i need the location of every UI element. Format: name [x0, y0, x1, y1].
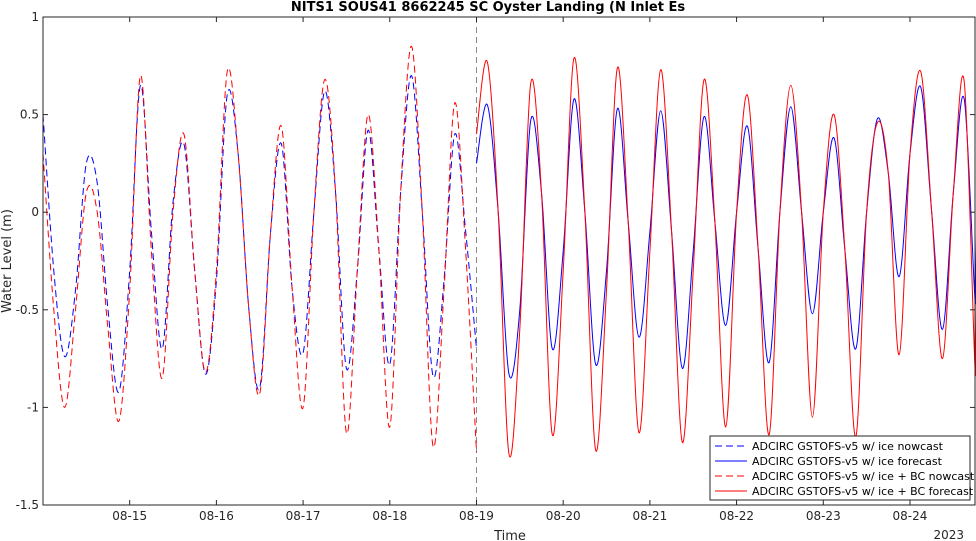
legend-label-4: ADCIRC GSTOFS-v5 w/ ice + BC forecast [752, 485, 974, 498]
x-tick-label: 08-20 [546, 509, 581, 523]
x-tick-label: 08-19 [459, 509, 494, 523]
y-tick-label: 0.5 [20, 108, 39, 122]
x-tick-label: 08-23 [806, 509, 841, 523]
y-tick-label: -0.5 [16, 303, 39, 317]
x-tick-label: 08-15 [112, 509, 147, 523]
x-tick-label: 08-16 [199, 509, 234, 523]
y-tick-label: -1.5 [16, 498, 39, 512]
legend-box [709, 435, 971, 501]
x-tick-label: 08-21 [632, 509, 667, 523]
series-line-4 [476, 57, 976, 458]
chart-title: NITS1 SOUS41 8662245 SC Oyster Landing (… [291, 0, 685, 15]
x-tick-label: 08-17 [286, 509, 321, 523]
legend-label-2: ADCIRC GSTOFS-v5 w/ ice forecast [752, 455, 943, 468]
x-axis-label: Time [493, 529, 526, 541]
legend-label-1: ADCIRC GSTOFS-v5 w/ ice nowcast [752, 440, 944, 453]
y-tick-label: 1 [31, 10, 39, 24]
y-tick-label: -1 [27, 400, 39, 414]
x-tick-label: 08-24 [893, 509, 928, 523]
legend: ADCIRC GSTOFS-v5 w/ ice nowcast ADCIRC GS… [709, 435, 975, 501]
x-axis-year-label: 2023 [933, 528, 964, 541]
x-tick-label: 08-22 [719, 509, 754, 523]
plot-area [42, 17, 976, 505]
legend-label-3: ADCIRC GSTOFS-v5 w/ ice + BC nowcast [752, 470, 975, 483]
axes-box [42, 16, 976, 506]
series-line-2 [476, 85, 976, 379]
y-axis-label: Water Level (m) [0, 209, 15, 313]
x-tick-label: 08-18 [372, 509, 407, 523]
y-tick-label: 0 [31, 205, 39, 219]
series-line-3 [42, 45, 477, 453]
axes: -1.5 -1 -0.5 0 0.5 1 08-15 08-16 08-17 08-18 08-19… [16, 10, 976, 523]
